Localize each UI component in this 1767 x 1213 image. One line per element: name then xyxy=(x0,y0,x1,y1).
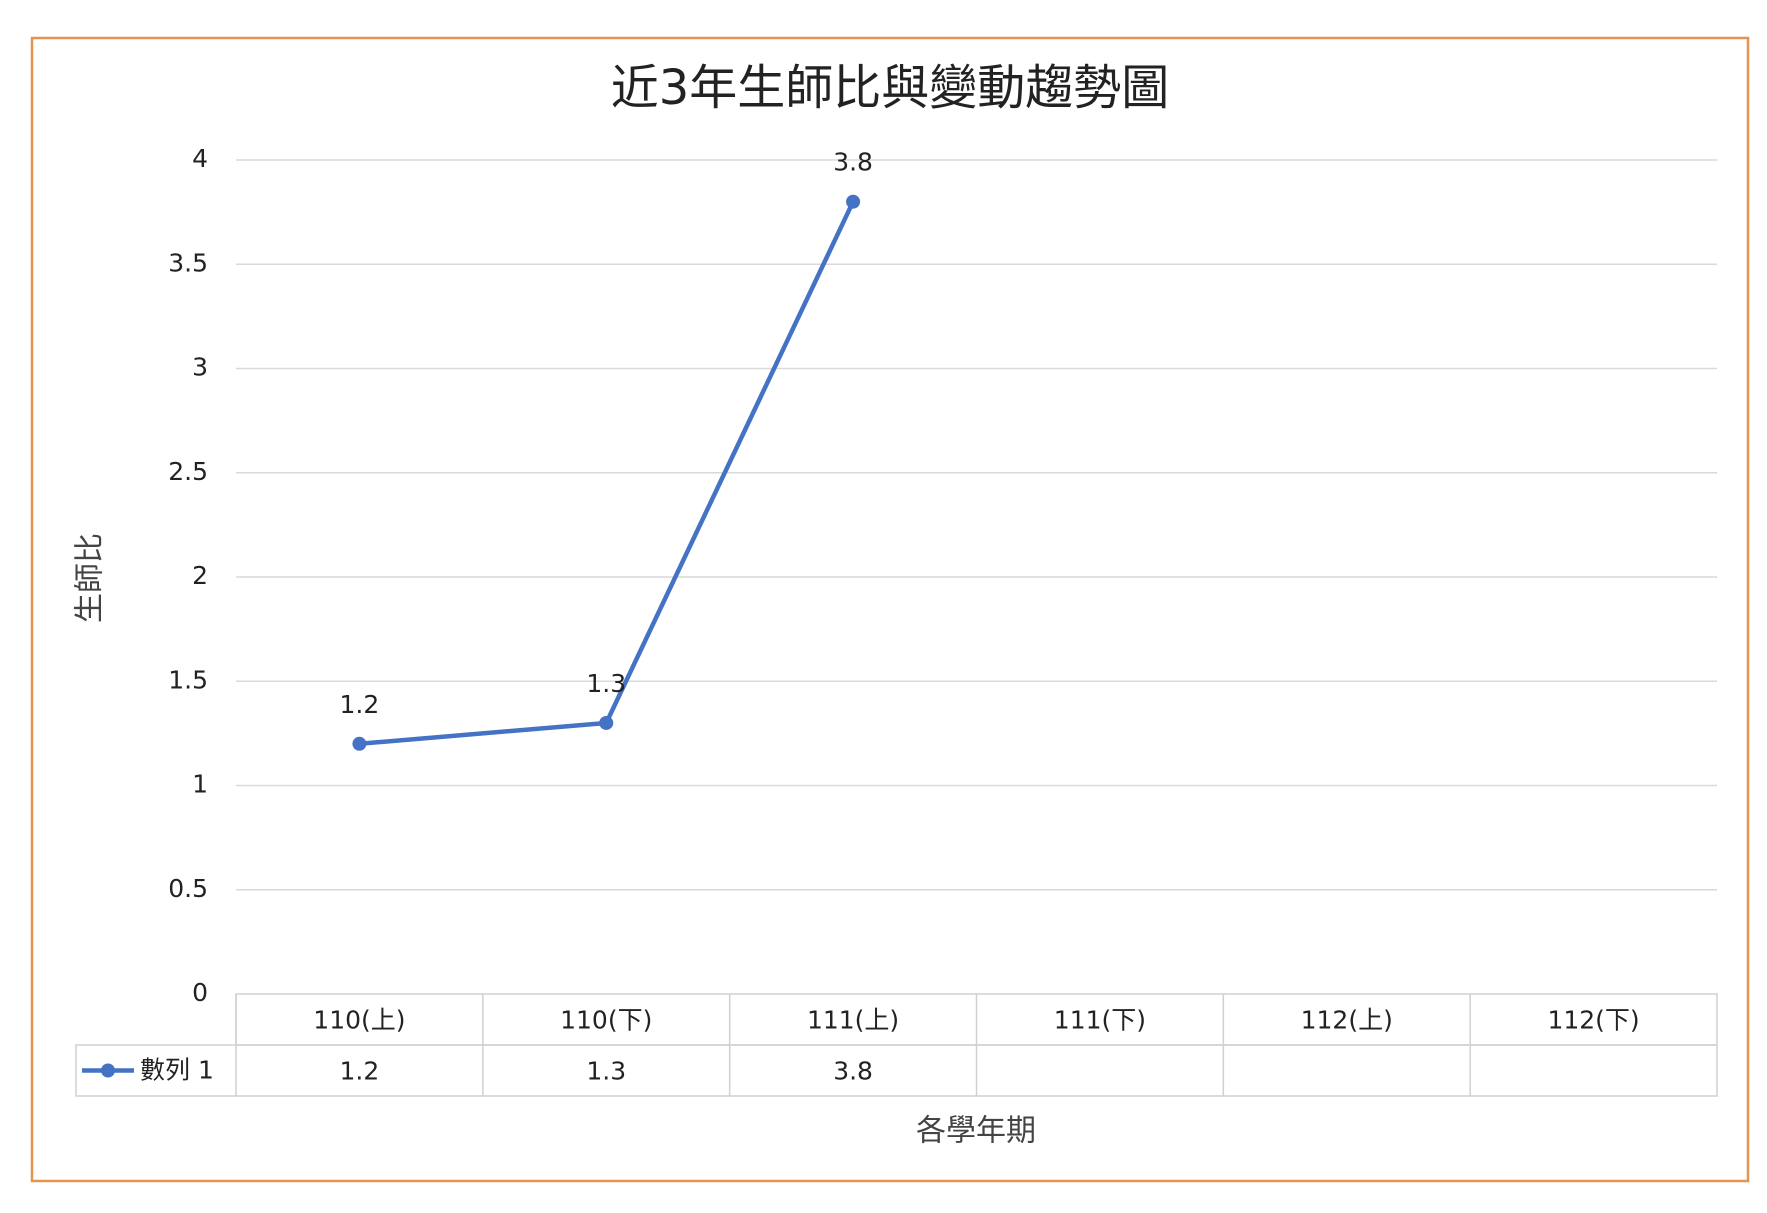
chart-border xyxy=(30,36,1750,1183)
x-tick-label: 112(上) xyxy=(1301,1006,1393,1035)
y-axis-title: 生師比 xyxy=(73,533,108,623)
data-table-value: 1.2 xyxy=(340,1057,380,1086)
data-table-body xyxy=(75,1044,1718,1097)
x-tick-label: 112(下) xyxy=(1547,1006,1639,1035)
x-tick-label: 111(上) xyxy=(807,1006,899,1035)
data-label: 3.8 xyxy=(833,148,873,177)
point xyxy=(599,715,614,730)
y-tick-label: 1.5 xyxy=(168,665,208,694)
data-label: 1.2 xyxy=(340,690,380,719)
y-tick-label: 2.5 xyxy=(168,457,208,486)
y-tick-label: 3.5 xyxy=(168,248,208,277)
data-table-value: 3.8 xyxy=(833,1057,873,1086)
y-tick-label: 0 xyxy=(192,978,208,1007)
y-tick-label: 3 xyxy=(192,353,208,382)
data-table-value: 1.3 xyxy=(586,1057,626,1086)
y-tick-label: 1 xyxy=(192,770,208,799)
data-label: 1.3 xyxy=(586,669,626,698)
x-tick-label: 110(下) xyxy=(560,1006,652,1035)
y-tick-label: 4 xyxy=(192,144,208,173)
x-axis-title: 各學年期 xyxy=(916,1114,1036,1149)
point xyxy=(352,736,367,751)
y-tick-label: 2 xyxy=(192,561,208,590)
chart-title: 近3年生師比與變動趨勢圖 xyxy=(611,60,1170,116)
y-tick-label: 0.5 xyxy=(168,874,208,903)
legend-label: 數列 1 xyxy=(140,1056,214,1085)
legend-swatch-marker xyxy=(101,1063,115,1078)
x-tick-label: 111(下) xyxy=(1054,1006,1146,1035)
x-tick-label: 110(上) xyxy=(313,1006,405,1035)
point xyxy=(846,194,861,209)
